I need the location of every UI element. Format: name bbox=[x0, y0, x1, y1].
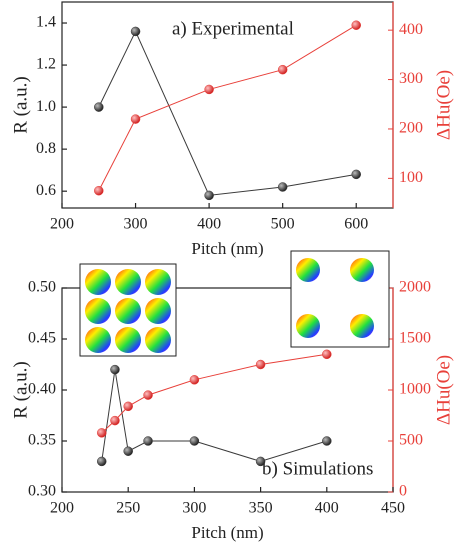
data-point bbox=[110, 364, 120, 375]
data-point bbox=[96, 456, 107, 467]
data-point bbox=[143, 436, 153, 446]
data-point bbox=[130, 114, 141, 124]
y-tick-label: 0.8 bbox=[36, 140, 56, 157]
data-point bbox=[351, 20, 361, 30]
y2-tick-label: 0 bbox=[399, 483, 407, 500]
data-point bbox=[255, 359, 266, 370]
y2-axis-label: ΔHu(Oe) bbox=[433, 70, 454, 140]
y-tick-label: 1.2 bbox=[36, 56, 56, 73]
data-point bbox=[123, 446, 133, 456]
x-tick-label: 200 bbox=[50, 216, 74, 233]
y2-tick-label: 2000 bbox=[399, 279, 431, 296]
data-point bbox=[189, 375, 200, 385]
inset-images bbox=[79, 250, 390, 357]
inset-array bbox=[296, 258, 374, 338]
data-point bbox=[322, 436, 332, 446]
y-tick-label: 0.6 bbox=[36, 182, 56, 199]
x-axis-label: Pitch (nm) bbox=[191, 523, 263, 542]
annotation: b) Simulations bbox=[262, 458, 373, 479]
x-tick-label: 400 bbox=[315, 500, 339, 517]
y2-tick-label: 300 bbox=[399, 70, 423, 87]
data-point bbox=[143, 390, 153, 400]
data-point bbox=[123, 401, 133, 412]
y-tick-label: 1.0 bbox=[36, 98, 56, 115]
annotation: a) Experimental bbox=[172, 18, 294, 39]
y2-tick-label: 200 bbox=[399, 120, 423, 137]
y2-tick-label: 1500 bbox=[399, 330, 431, 347]
y2-tick-label: 100 bbox=[399, 169, 423, 186]
y-tick-label: 0.30 bbox=[28, 483, 56, 500]
x-tick-label: 600 bbox=[344, 216, 368, 233]
y2-tick-label: 500 bbox=[399, 432, 423, 449]
y2-tick-label: 400 bbox=[399, 21, 423, 38]
y2-axis-label: ΔHu(Oe) bbox=[433, 355, 454, 425]
data-point bbox=[277, 64, 288, 75]
x-tick-label: 200 bbox=[50, 500, 74, 517]
data-point bbox=[189, 436, 200, 446]
x-tick-label: 450 bbox=[381, 500, 405, 517]
x-tick-label: 350 bbox=[249, 500, 273, 517]
y-axis-label: R (a.u.) bbox=[10, 76, 31, 134]
x-axis-label: Pitch (nm) bbox=[191, 239, 263, 258]
data-point bbox=[351, 169, 361, 180]
inset-array bbox=[85, 269, 171, 353]
data-point bbox=[255, 456, 266, 467]
x-tick-label: 250 bbox=[116, 500, 140, 517]
y-tick-label: 0.40 bbox=[28, 381, 56, 398]
series-line bbox=[101, 353, 327, 434]
y-tick-label: 0.35 bbox=[28, 432, 56, 449]
data-point bbox=[110, 415, 120, 426]
series-line bbox=[101, 369, 327, 462]
data-point bbox=[277, 182, 288, 192]
data-point bbox=[130, 26, 141, 37]
y-tick-label: 1.4 bbox=[36, 14, 56, 31]
x-tick-label: 500 bbox=[271, 216, 295, 233]
series-line bbox=[98, 30, 357, 196]
y-tick-label: 0.45 bbox=[28, 330, 56, 347]
x-tick-label: 300 bbox=[182, 500, 206, 517]
x-tick-label: 400 bbox=[197, 216, 221, 233]
x-tick-label: 300 bbox=[124, 216, 148, 233]
data-point bbox=[94, 102, 104, 112]
data-point bbox=[96, 428, 107, 438]
series-line bbox=[98, 24, 357, 191]
data-point bbox=[204, 84, 214, 95]
y-tick-label: 0.50 bbox=[28, 279, 56, 296]
data-point bbox=[204, 190, 214, 201]
data-point bbox=[94, 185, 104, 196]
y-axis-label: R (a.u.) bbox=[10, 361, 31, 419]
data-point bbox=[322, 349, 332, 360]
y2-tick-label: 1000 bbox=[399, 381, 431, 398]
